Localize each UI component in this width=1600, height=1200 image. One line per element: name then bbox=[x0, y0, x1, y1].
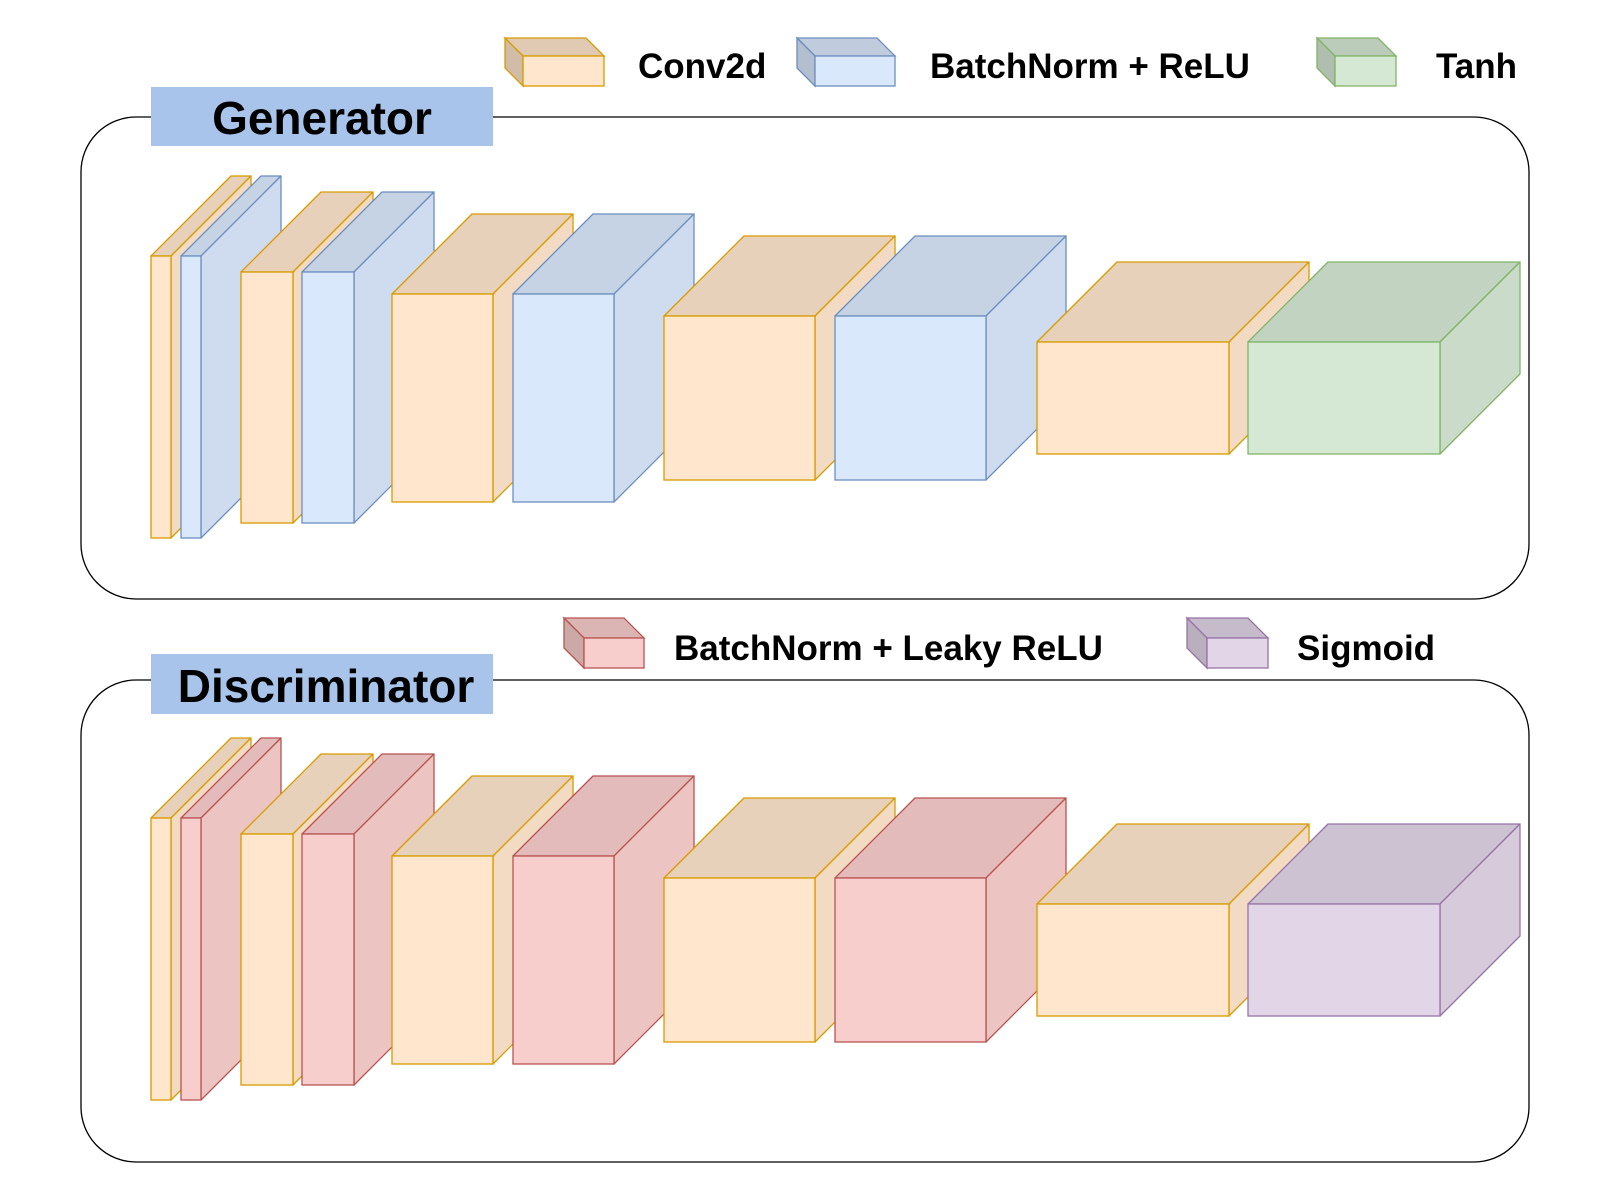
discriminator-layer-7-conv-front-face bbox=[663, 877, 816, 1043]
legend-swatch-batchnorm-leaky-relu bbox=[562, 616, 646, 670]
legend-swatch-tanh bbox=[1315, 36, 1398, 88]
legend-label-batchnorm-leaky-relu: BatchNorm + Leaky ReLU bbox=[674, 629, 1103, 668]
legend-item-sigmoid: Sigmoid bbox=[1185, 616, 1435, 670]
discriminator-layers bbox=[150, 737, 1521, 1101]
discriminator-layer-10-sigmoid bbox=[1247, 823, 1521, 1017]
generator-layer-8-bnrelu-front-face bbox=[834, 315, 987, 481]
generator-layer-6-bnrelu-front-face bbox=[512, 293, 615, 503]
legend-swatch-batchnorm-relu-front bbox=[814, 55, 896, 87]
discriminator-layer-3-conv-front-face bbox=[240, 833, 294, 1086]
generator-layer-10-tanh-front-face bbox=[1247, 341, 1441, 455]
generator-layer-10-tanh bbox=[1247, 261, 1521, 455]
discriminator-frame bbox=[80, 679, 1530, 1163]
discriminator-panel: Discriminator bbox=[80, 654, 1530, 1163]
generator-layer-1-conv-front-face bbox=[150, 255, 172, 539]
discriminator-layer-6-bnleaky-front-face bbox=[512, 855, 615, 1065]
discriminator-layer-1-conv-front-face bbox=[150, 817, 172, 1101]
legend-swatch-conv2d bbox=[503, 36, 606, 88]
legend-top: Conv2d BatchNorm + ReLU Tanh bbox=[503, 36, 1517, 88]
generator-layer-4-bnrelu-front-face bbox=[301, 271, 355, 524]
discriminator-layer-5-conv-front-face bbox=[391, 855, 494, 1065]
legend-label-batchnorm-relu: BatchNorm + ReLU bbox=[930, 47, 1250, 86]
legend-item-batchnorm-leaky-relu: BatchNorm + Leaky ReLU bbox=[562, 616, 1103, 670]
legend-swatch-sigmoid-front bbox=[1206, 637, 1269, 669]
discriminator-layer-2-bnleaky-front-face bbox=[180, 817, 202, 1101]
legend-swatch-batchnorm-leaky-relu-front bbox=[583, 637, 645, 669]
legend-swatch-tanh-front bbox=[1334, 55, 1397, 87]
generator-layer-5-conv-front-face bbox=[391, 293, 494, 503]
discriminator-layer-9-conv-front-face bbox=[1036, 903, 1230, 1017]
generator-panel: Generator bbox=[80, 87, 1530, 600]
legend-middle: BatchNorm + Leaky ReLU Sigmoid bbox=[562, 616, 1435, 670]
legend-item-batchnorm-relu: BatchNorm + ReLU bbox=[795, 36, 1250, 88]
legend-item-tanh: Tanh bbox=[1315, 36, 1517, 88]
generator-layers bbox=[150, 175, 1521, 539]
legend-item-conv2d: Conv2d bbox=[503, 36, 766, 88]
discriminator-title-box bbox=[151, 654, 493, 714]
generator-frame bbox=[80, 116, 1530, 600]
legend-swatch-conv2d-front bbox=[522, 55, 605, 87]
legend-label-sigmoid: Sigmoid bbox=[1297, 629, 1435, 668]
generator-layer-9-conv-front-face bbox=[1036, 341, 1230, 455]
discriminator-layer-4-bnleaky-front-face bbox=[301, 833, 355, 1086]
generator-title: Generator bbox=[212, 92, 432, 144]
discriminator-title: Discriminator bbox=[178, 660, 475, 712]
legend-swatch-batchnorm-relu bbox=[795, 36, 897, 88]
discriminator-layer-8-bnleaky-front-face bbox=[834, 877, 987, 1043]
generator-title-box bbox=[151, 87, 493, 146]
legend-label-tanh: Tanh bbox=[1436, 47, 1517, 86]
generator-layer-7-conv-front-face bbox=[663, 315, 816, 481]
generator-layer-2-bnrelu-front-face bbox=[180, 255, 202, 539]
legend-swatch-sigmoid bbox=[1185, 616, 1270, 670]
legend-label-conv2d: Conv2d bbox=[638, 47, 766, 86]
generator-layer-3-conv-front-face bbox=[240, 271, 294, 524]
discriminator-layer-10-sigmoid-front-face bbox=[1247, 903, 1441, 1017]
